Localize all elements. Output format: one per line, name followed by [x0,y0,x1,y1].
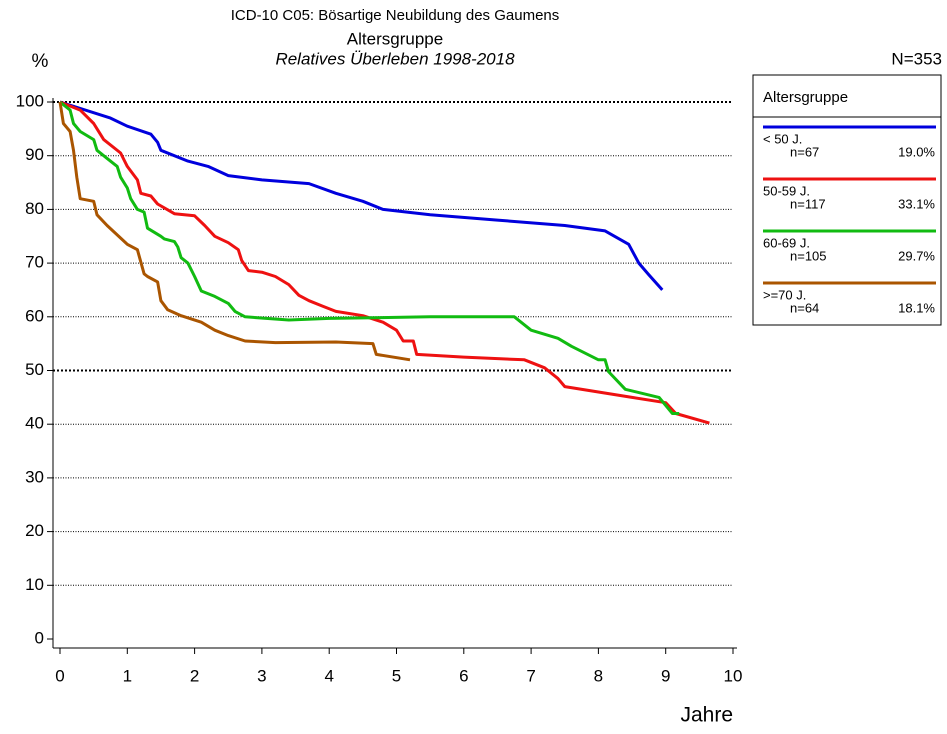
y-tick-label: 0 [35,628,44,647]
legend-count: n=105 [790,248,827,263]
x-tick-label: 1 [123,666,132,685]
x-tick-label: 8 [594,666,603,685]
legend-share: 18.1% [898,300,935,315]
series-line [58,101,411,362]
y-tick-label: 60 [25,306,44,325]
y-tick-label: 30 [25,467,44,486]
legend-title: Altersgruppe [763,89,848,106]
series-line [59,100,664,291]
legend-label: >=70 J. [763,287,806,302]
legend-count: n=64 [790,300,819,315]
x-tick-label: 0 [55,666,64,685]
chart-title: ICD-10 C05: Bösartige Neubildung des Gau… [231,7,560,24]
y-tick-label: 80 [25,199,44,218]
chart-subtitle: Relatives Überleben 1998-2018 [275,49,515,68]
legend-label: 50-59 J. [763,183,810,198]
legend-count: n=117 [790,196,826,211]
y-tick-label: 90 [25,145,44,164]
legend-share: 33.1% [898,196,935,211]
x-tick-label: 7 [526,666,535,685]
y-tick-label: 20 [25,521,44,540]
x-tick-label: 9 [661,666,670,685]
legend-count: n=67 [790,144,819,159]
x-tick-label: 6 [459,666,468,685]
legend-label: < 50 J. [763,131,802,146]
legend-share: 19.0% [898,144,935,159]
chart-subtitle: Altersgruppe [347,29,443,48]
y-tick-label: 10 [25,575,44,594]
legend-share: 29.7% [898,248,935,263]
series-line [59,100,710,425]
series-line [59,100,680,415]
x-tick-label: 2 [190,666,199,685]
y-tick-label: 50 [25,360,44,379]
y-tick-label: 40 [25,414,44,433]
y-axis-label: % [32,51,49,72]
x-tick-label: 4 [324,666,333,685]
y-tick-label: 70 [25,253,44,272]
x-tick-label: 5 [392,666,401,685]
y-tick-label: 100 [16,91,44,110]
legend-label: 60-69 J. [763,235,810,250]
x-tick-label: 10 [724,666,743,685]
n-total: N=353 [891,49,942,68]
x-axis-label: Jahre [680,704,733,727]
x-tick-label: 3 [257,666,266,685]
